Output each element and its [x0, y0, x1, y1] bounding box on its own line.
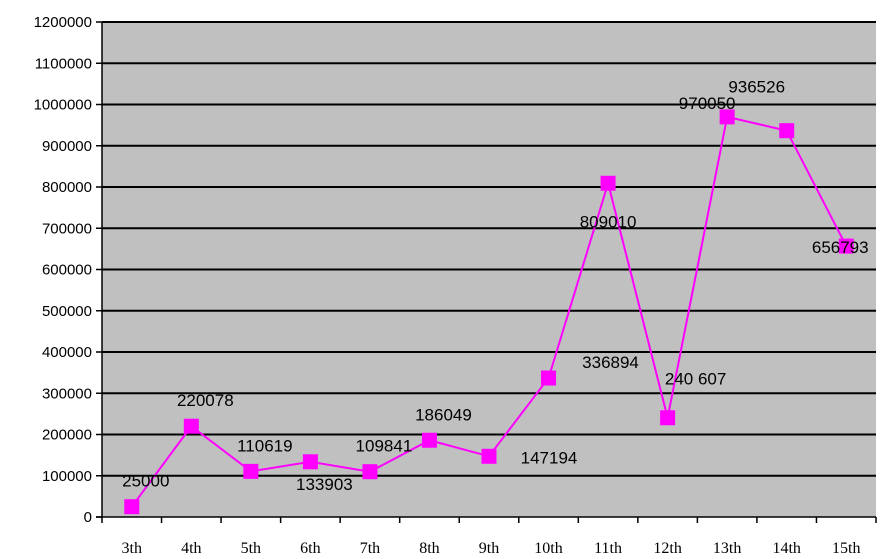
x-tick-label: 12th [653, 540, 681, 557]
data-label: 809010 [580, 212, 637, 231]
data-label: 147194 [521, 448, 578, 467]
data-point-marker [600, 175, 616, 191]
data-point-marker [779, 123, 795, 139]
data-point-marker [302, 454, 318, 470]
data-label: 970050 [679, 94, 736, 113]
y-tick-label: 600000 [42, 262, 92, 279]
x-tick-label: 4th [181, 540, 201, 557]
data-label: 220078 [177, 391, 234, 410]
x-tick-label: 10th [534, 540, 562, 557]
y-tick-label: 700000 [42, 220, 92, 237]
x-tick-label: 7th [360, 540, 380, 557]
y-tick-label: 100000 [42, 468, 92, 485]
data-point-marker [838, 238, 854, 254]
series-group [124, 109, 854, 515]
x-tick-label: 8th [419, 540, 439, 557]
data-point-marker [362, 464, 378, 480]
data-point-marker [481, 448, 497, 464]
x-tick-label: 11th [594, 540, 622, 557]
x-tick-label: 13th [713, 540, 741, 557]
data-label: 186049 [415, 405, 472, 424]
data-point-marker [719, 109, 735, 125]
y-tick-label: 500000 [42, 303, 92, 320]
x-tick-label: 3th [122, 540, 142, 557]
data-label: 240 607 [665, 370, 726, 389]
data-label: 110619 [237, 436, 292, 455]
x-tick-label: 15th [832, 540, 860, 557]
data-point-marker [660, 410, 676, 426]
y-tick-label: 300000 [42, 385, 92, 402]
y-tick-label: 400000 [42, 344, 92, 361]
data-label: 109841 [356, 437, 413, 456]
data-label: 133903 [296, 475, 353, 494]
x-tick-label: 9th [479, 540, 499, 557]
x-tick-label: 5th [241, 540, 261, 557]
data-point-marker [243, 463, 259, 479]
y-tick-label: 1000000 [34, 97, 92, 114]
data-point-marker [541, 370, 557, 386]
y-axis-ticks: 0 100000 200000 300000 400000 500000 600000 700… [34, 14, 102, 526]
y-tick-label: 200000 [42, 427, 92, 444]
data-label: 936526 [728, 78, 785, 97]
y-tick-label: 1200000 [34, 14, 92, 31]
y-tick-label: 800000 [42, 179, 92, 196]
data-label: 25000 [122, 472, 169, 491]
x-axis-ticks: 3th 4th 5th 6th 7th 8th 9th 10th 11th 12th 13th 14t… [101, 517, 877, 557]
x-tick-label: 14th [772, 540, 800, 557]
data-point-marker [183, 418, 199, 434]
y-tick-label: 900000 [42, 138, 92, 155]
data-label: 656793 [812, 238, 869, 257]
data-point-marker [421, 432, 437, 448]
y-tick-label: 0 [84, 509, 92, 526]
y-tick-label: 1100000 [35, 55, 92, 72]
gridlines [102, 21, 876, 477]
x-tick-label: 6th [300, 540, 320, 557]
data-point-marker [124, 499, 140, 515]
data-label: 336894 [582, 353, 639, 372]
